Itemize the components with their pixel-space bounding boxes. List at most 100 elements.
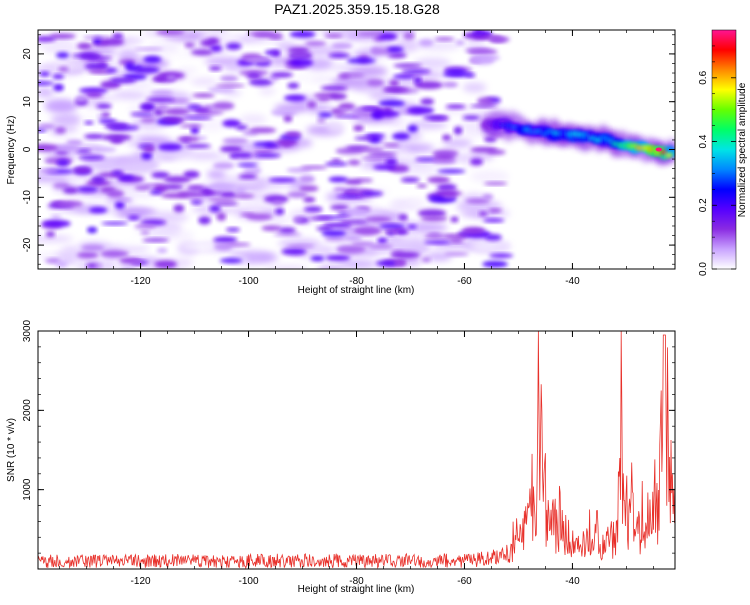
spectrogram-noise-streak [212,162,235,170]
spectrogram-noise-streak [207,87,236,93]
spectrogram-noise-streak [428,232,441,237]
spectrogram-noise-streak [445,104,466,109]
spectrogram-noise-blob [206,169,226,180]
spectrogram-noise-streak [354,136,375,141]
spectrogram-noise-streak [246,31,274,36]
spectrogram-noise-streak [325,254,351,261]
spectrogram-noise-streak [191,200,203,205]
spectrogram-noise-streak [299,185,319,192]
spectrogram-noise-streak [322,222,352,229]
spectrogram-noise-streak [449,238,464,243]
colorbar-tick-label: 0.4 [698,134,709,148]
colorbar-gradient [712,30,736,269]
spectrogram-noise-streak [125,62,134,70]
spectrogram-noise-streak [398,214,408,221]
spectrogram-noise-streak [213,242,233,251]
spectrogram-noise-streak [403,31,415,40]
colorbar-frame [711,29,737,270]
spectrogram-noise-streak [248,127,277,134]
spectrogram-ridge-peak [628,143,639,149]
spectrogram-noise-streak [42,219,71,228]
spectrogram-noise-streak [155,30,185,36]
spectrogram-noise-streak [38,143,58,152]
spectrogram-noise-streak [155,76,165,81]
spectrogram-noise-streak [331,158,342,163]
spectrogram-noise-blob [50,113,80,126]
spectrogram-noise-streak [344,208,369,216]
spectrogram-noise-streak [222,137,249,144]
spectrogram-noise-blob [230,199,275,208]
spectrogram-noise-streak [273,232,302,237]
spectrogram-noise-streak [101,133,132,142]
spectrogram-noise-streak [166,74,176,82]
spectrogram-noise-streak [156,248,168,254]
spectrogram-noise-streak [407,124,418,133]
spectrogram-noise-streak [275,207,285,215]
spectrogram-noise-streak [324,33,343,38]
spectrogram-noise-streak [210,44,223,52]
y-tick-label: -10 [22,190,33,205]
spectrogram-noise-streak [50,214,62,219]
colorbar-tick-label: 0.2 [698,198,709,212]
spectrogram-noise-blob [442,138,473,148]
snr-y-ticks: 1000 2000 3000 [22,319,675,570]
spectrogram-noise-streak [378,99,406,107]
spectrogram-noise-streak [237,163,258,167]
spectrogram-noise-streak [111,170,124,176]
spectrogram-noise-streak [225,227,241,232]
spectrogram-noise-streak [338,108,351,113]
spectrogram-noise-streak [316,118,326,123]
spectrogram-noise-streak [367,78,385,87]
spectrogram-noise-streak [395,259,406,266]
spectrogram-noise-streak [231,152,254,159]
spectrogram-noise-streak [92,146,117,153]
spectrogram-noise-streak [162,184,184,190]
x-tick-label: -100 [239,276,259,287]
spectrogram-noise-streak [489,253,514,258]
spectrogram-noise-streak [333,114,361,118]
spectrogram-noise-streak [329,204,350,211]
spectrogram-noise-streak [52,74,65,80]
spectrogram-noise-streak [81,244,105,252]
spectrogram-noise-streak [290,53,310,58]
spectrogram-noise-streak [416,184,428,188]
spectrogram-noise-streak [38,128,47,133]
spectrogram-noise-streak [179,124,203,128]
spectrogram-noise-streak [45,258,61,264]
spectrogram-noise-streak [270,72,293,78]
spectrogram-noise-blob [117,162,158,173]
spectrogram-noise-streak [114,201,125,210]
spectrogram-noise-streak [421,256,432,263]
spectrogram-noise-streak [361,106,381,111]
spectrogram-noise-streak [385,157,398,167]
spectrogram-noise-streak [160,192,190,199]
spectrogram-noise-streak [146,97,175,103]
spectrogram-noise-streak [233,193,255,199]
spectrogram-ridge-peak [659,149,667,155]
spectrogram-noise-streak [234,187,247,195]
spectrogram-noise-streak [84,121,94,125]
spectrogram-max-spot [655,147,663,152]
y-tick-label: 1000 [22,478,33,501]
spectrogram-noise-streak [482,260,508,268]
spectrogram-noise-streak [390,251,421,259]
spectrogram-noise-streak [163,176,191,183]
spectrogram-noise-blob [462,82,487,93]
spectrogram-noise-blob [38,252,60,261]
spectrogram-noise-streak [56,52,70,59]
spectrogram-noise-streak [133,47,164,51]
spectrogram-noise-streak [418,39,434,47]
x-tick-label: -60 [457,576,472,587]
spectrogram-noise-streak [414,81,444,90]
spectrogram-noise-streak [88,207,108,214]
spectrogram-noise-streak [140,117,157,123]
spectrogram-noise-streak [309,216,332,221]
spectrogram-noise-streak [209,204,221,213]
spectrogram-noise-streak [304,40,327,47]
spectrogram-noise-streak [246,213,273,221]
spectrogram-noise-streak [361,147,385,153]
spectrogram-noise-blob [413,57,451,69]
spectrogram-ridge-peak [499,123,506,128]
spectrogram-noise-blob [329,64,355,71]
spectrogram-noise-blob [38,173,70,183]
